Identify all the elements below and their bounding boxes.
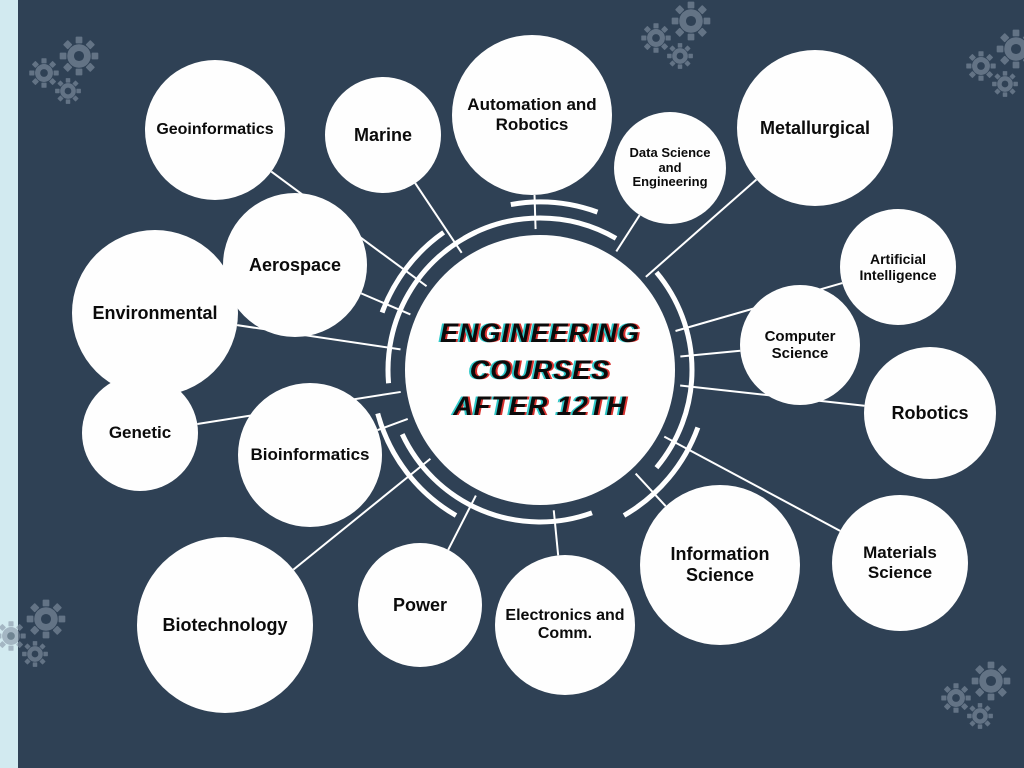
course-label: Biotechnology: [163, 615, 288, 636]
course-label: Environmental: [92, 303, 217, 324]
course-node: Electronics and Comm.: [495, 555, 635, 695]
course-node: Bioinformatics: [238, 383, 382, 527]
course-node: Marine: [325, 77, 441, 193]
course-node: Data Science and Engineering: [614, 112, 726, 224]
course-node: Geoinformatics: [145, 60, 285, 200]
center-node: ENGINEERING COURSES AFTER 12TH: [405, 235, 675, 505]
course-label: Geoinformatics: [156, 121, 273, 139]
course-node: Automation and Robotics: [452, 35, 612, 195]
course-node: Power: [358, 543, 482, 667]
course-node: Computer Science: [740, 285, 860, 405]
course-node: Robotics: [864, 347, 996, 479]
course-node: Materials Science: [832, 495, 968, 631]
course-label: Computer Science: [748, 328, 852, 363]
course-label: Electronics and Comm.: [503, 607, 627, 644]
course-label: Genetic: [109, 423, 171, 443]
course-label: Power: [393, 595, 447, 616]
course-label: Information Science: [648, 544, 792, 585]
course-node: Information Science: [640, 485, 800, 645]
course-label: Materials Science: [840, 543, 960, 582]
course-label: Metallurgical: [760, 118, 870, 139]
course-node: Biotechnology: [137, 537, 313, 713]
course-node: Metallurgical: [737, 50, 893, 206]
course-label: Automation and Robotics: [460, 95, 604, 134]
mindmap: ENGINEERING COURSES AFTER 12TH Geoinform…: [0, 0, 1024, 768]
course-node: Environmental: [72, 230, 238, 396]
course-label: Artificial Intelligence: [848, 251, 948, 283]
center-title: ENGINEERING COURSES AFTER 12TH: [423, 315, 657, 424]
course-label: Marine: [354, 125, 412, 146]
course-label: Bioinformatics: [250, 445, 369, 465]
course-label: Robotics: [891, 403, 968, 424]
course-label: Aerospace: [249, 255, 341, 276]
course-label: Data Science and Engineering: [622, 146, 718, 191]
course-node: Artificial Intelligence: [840, 209, 956, 325]
course-node: Aerospace: [223, 193, 367, 337]
